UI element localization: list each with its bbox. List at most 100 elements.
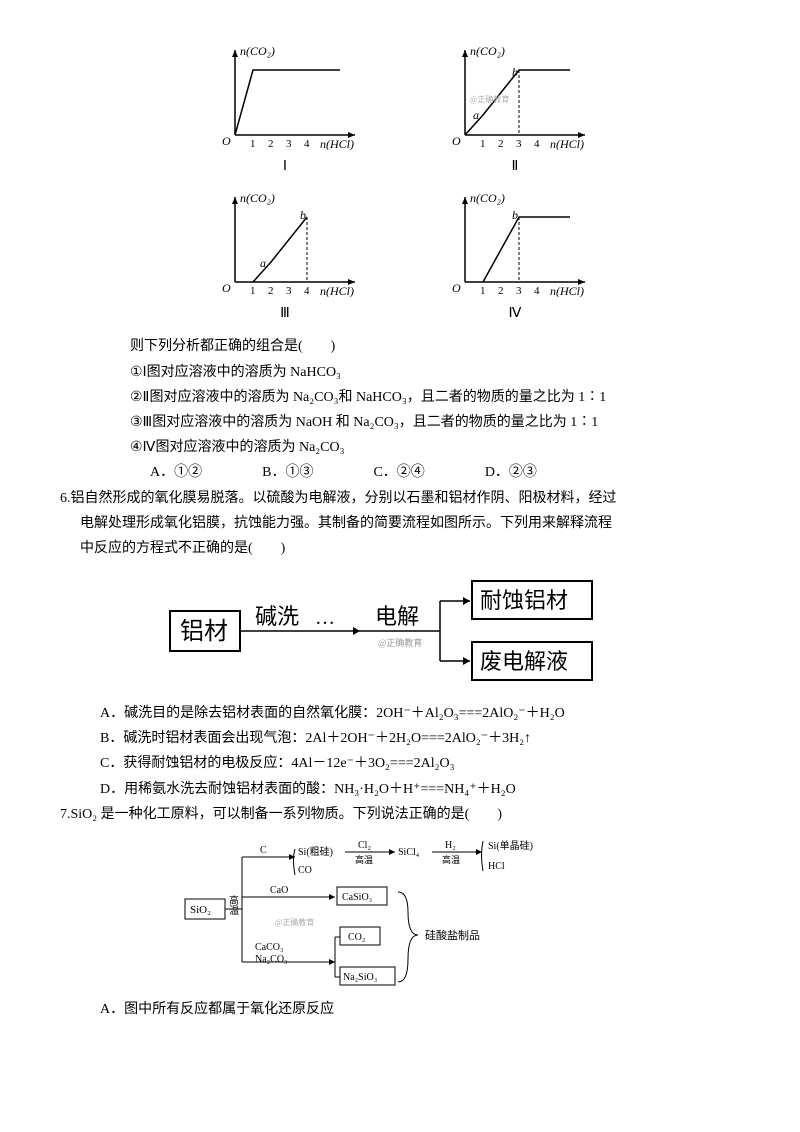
svg-text:n(CO₂): n(CO₂) [240,191,275,205]
svg-text:C: C [260,845,267,856]
q6-optC: C．获得耐蚀铝材的电极反应：4Al－12e⁻＋3O₂===2Al₂O₃ [60,751,740,776]
watermark: @正确教育 [470,94,509,104]
chart-1-label: Ⅰ [283,154,287,179]
svg-text:4: 4 [534,285,540,297]
q5-item4: ④Ⅳ图对应溶液中的溶质为 Na₂CO₃ [60,435,740,460]
svg-text:b: b [512,208,518,222]
q5-optC: C．②④ [373,460,424,485]
q7-stem: SiO₂ 是一种化工原料，可以制备一系列物质。下列说法正确的是( ) [71,807,503,822]
q7-diagram-svg: SiO₂ 高温 C Si(粗硅) CO Cl₂ 高温 SiCl₄ H₂ 高温 S… [180,837,620,987]
charts-row-1: n(CO₂) n(HCl) O 1 2 3 4 Ⅰ n(CO₂) n(HCl) … [60,40,740,179]
svg-text:4: 4 [534,138,540,150]
svg-text:3: 3 [286,138,292,150]
svg-text:2: 2 [498,138,504,150]
chart-4-label: Ⅳ [509,301,522,326]
chart-3-svg: n(CO₂) n(HCl) O 1 2 3 4 a b [210,187,360,297]
svg-text:高温: 高温 [355,854,373,865]
svg-text:2: 2 [498,285,504,297]
chart-3-label: Ⅲ [280,301,290,326]
chart-2-svg: n(CO₂) n(HCl) O 1 2 3 4 a b @正确教育 [440,40,590,150]
svg-text:O: O [222,134,231,148]
svg-text:n(HCl): n(HCl) [320,284,354,297]
chart-4-svg: n(CO₂) n(HCl) O 1 2 3 4 b [440,187,590,297]
q6-optB: B．碱洗时铝材表面会出现气泡：2Al＋2OH⁻＋2H₂O===2AlO₂⁻＋3H… [60,726,740,751]
svg-text:…: … [315,607,335,629]
svg-text:3: 3 [516,285,522,297]
q5-optB: B．①③ [262,460,313,485]
q7-diagram: SiO₂ 高温 C Si(粗硅) CO Cl₂ 高温 SiCl₄ H₂ 高温 S… [60,837,740,987]
svg-text:n(HCl): n(HCl) [550,284,584,297]
q6-optD: D．用稀氨水洗去耐蚀铝材表面的酸：NH₃·H₂O＋H⁺===NH₄⁺＋H₂O [60,777,740,802]
svg-text:Si(粗硅): Si(粗硅) [298,845,333,858]
q6-line1: 6.铝自然形成的氧化膜易脱落。以硫酸为电解液，分别以石墨和铝材作阴、阳极材料，经… [60,486,740,511]
svg-text:SiO₂: SiO₂ [190,904,211,916]
svg-text:HCl: HCl [488,861,505,872]
charts-row-2: n(CO₂) n(HCl) O 1 2 3 4 a b Ⅲ n(CO₂) n(H… [60,187,740,326]
chart-1-svg: n(CO₂) n(HCl) O 1 2 3 4 [210,40,360,150]
q5-item3: ③Ⅲ图对应溶液中的溶质为 NaOH 和 Na₂CO₃，且二者的物质的量之比为 1… [60,410,740,435]
svg-text:Si(单晶硅): Si(单晶硅) [488,839,533,852]
svg-text:CaO: CaO [270,885,288,896]
q6-stem2: 电解处理形成氧化铝膜，抗蚀能力强。其制备的简要流程如图所示。下列用来解释流程 [60,511,740,536]
svg-text:高温: 高温 [442,854,460,865]
q5-stem: 则下列分析都正确的组合是( ) [60,334,740,359]
svg-text:硅酸盐制品: 硅酸盐制品 [425,928,480,942]
svg-text:2: 2 [268,285,274,297]
svg-text:O: O [452,134,461,148]
svg-text:b: b [512,65,518,79]
svg-text:4: 4 [304,138,310,150]
svg-text:n(CO₂): n(CO₂) [470,44,505,58]
flow-box3: 废电解液 [480,649,568,674]
flow-box2: 耐蚀铝材 [480,588,568,613]
q5-item2: ②Ⅱ图对应溶液中的溶质为 Na₂CO₃和 NaHCO₃，且二者的物质的量之比为 … [60,385,740,410]
svg-text:Na₂SiO₃: Na₂SiO₃ [343,972,377,983]
svg-text:n(CO₂): n(CO₂) [470,191,505,205]
chart-3: n(CO₂) n(HCl) O 1 2 3 4 a b Ⅲ [210,187,360,326]
svg-text:SiCl₄: SiCl₄ [398,847,420,858]
chart-2: n(CO₂) n(HCl) O 1 2 3 4 a b @正确教育 Ⅱ [440,40,590,179]
svg-text:1: 1 [250,138,256,150]
svg-text:Na₂CO₃: Na₂CO₃ [255,954,288,965]
q5-optA: A．①② [150,460,202,485]
svg-text:3: 3 [516,138,522,150]
svg-text:CaSiO₃: CaSiO₃ [342,892,372,903]
svg-text:CaCO₃: CaCO₃ [255,942,284,953]
q6-flow-svg: 铝材 碱洗 … 电解 @正确教育 耐蚀铝材 废电解液 [160,576,640,686]
svg-text:3: 3 [286,285,292,297]
svg-text:CO₂: CO₂ [348,932,365,943]
q6-optA: A．碱洗目的是除去铝材表面的自然氧化膜：2OH⁻＋Al₂O₃===2AlO₂⁻＋… [60,701,740,726]
q6-stem1: 铝自然形成的氧化膜易脱落。以硫酸为电解液，分别以石墨和铝材作阴、阳极材料，经过 [71,491,617,506]
svg-text:b: b [300,208,306,222]
q5-optD: D．②③ [485,460,537,485]
svg-text:a: a [260,256,266,270]
svg-text:O: O [452,281,461,295]
svg-text:a: a [473,108,479,122]
q7-num: 7. [60,807,71,822]
q6-stem3: 中反应的方程式不正确的是( ) [60,536,740,561]
chart-4: n(CO₂) n(HCl) O 1 2 3 4 b Ⅳ [440,187,590,326]
chart-2-label: Ⅱ [512,154,519,179]
flow-label2: 电解 [375,604,419,629]
q7-optA: A．图中所有反应都属于氧化还原反应 [60,997,740,1022]
svg-text:H₂: H₂ [445,840,456,851]
q6-flow: 铝材 碱洗 … 电解 @正确教育 耐蚀铝材 废电解液 [60,576,740,686]
q6-num: 6. [60,491,71,506]
svg-text:CO: CO [298,865,312,876]
q7-line: 7.SiO₂ 是一种化工原料，可以制备一系列物质。下列说法正确的是( ) [60,802,740,827]
q5-options: A．①② B．①③ C．②④ D．②③ [60,460,740,485]
svg-text:Cl₂: Cl₂ [358,840,371,851]
svg-text:高温: 高温 [227,894,239,915]
svg-text:1: 1 [480,285,486,297]
x-axis-label: n(HCl) [320,137,354,150]
svg-text:4: 4 [304,285,310,297]
flow-watermark: @正确教育 [378,637,422,648]
svg-text:n(HCl): n(HCl) [550,137,584,150]
y-axis-label: n(CO₂) [240,44,275,58]
q5-item1: ①Ⅰ图对应溶液中的溶质为 NaHCO₃ [60,360,740,385]
svg-text:1: 1 [250,285,256,297]
svg-text:@正确教育: @正确教育 [275,917,314,927]
svg-text:1: 1 [480,138,486,150]
svg-text:O: O [222,281,231,295]
svg-text:2: 2 [268,138,274,150]
chart-1: n(CO₂) n(HCl) O 1 2 3 4 Ⅰ [210,40,360,179]
